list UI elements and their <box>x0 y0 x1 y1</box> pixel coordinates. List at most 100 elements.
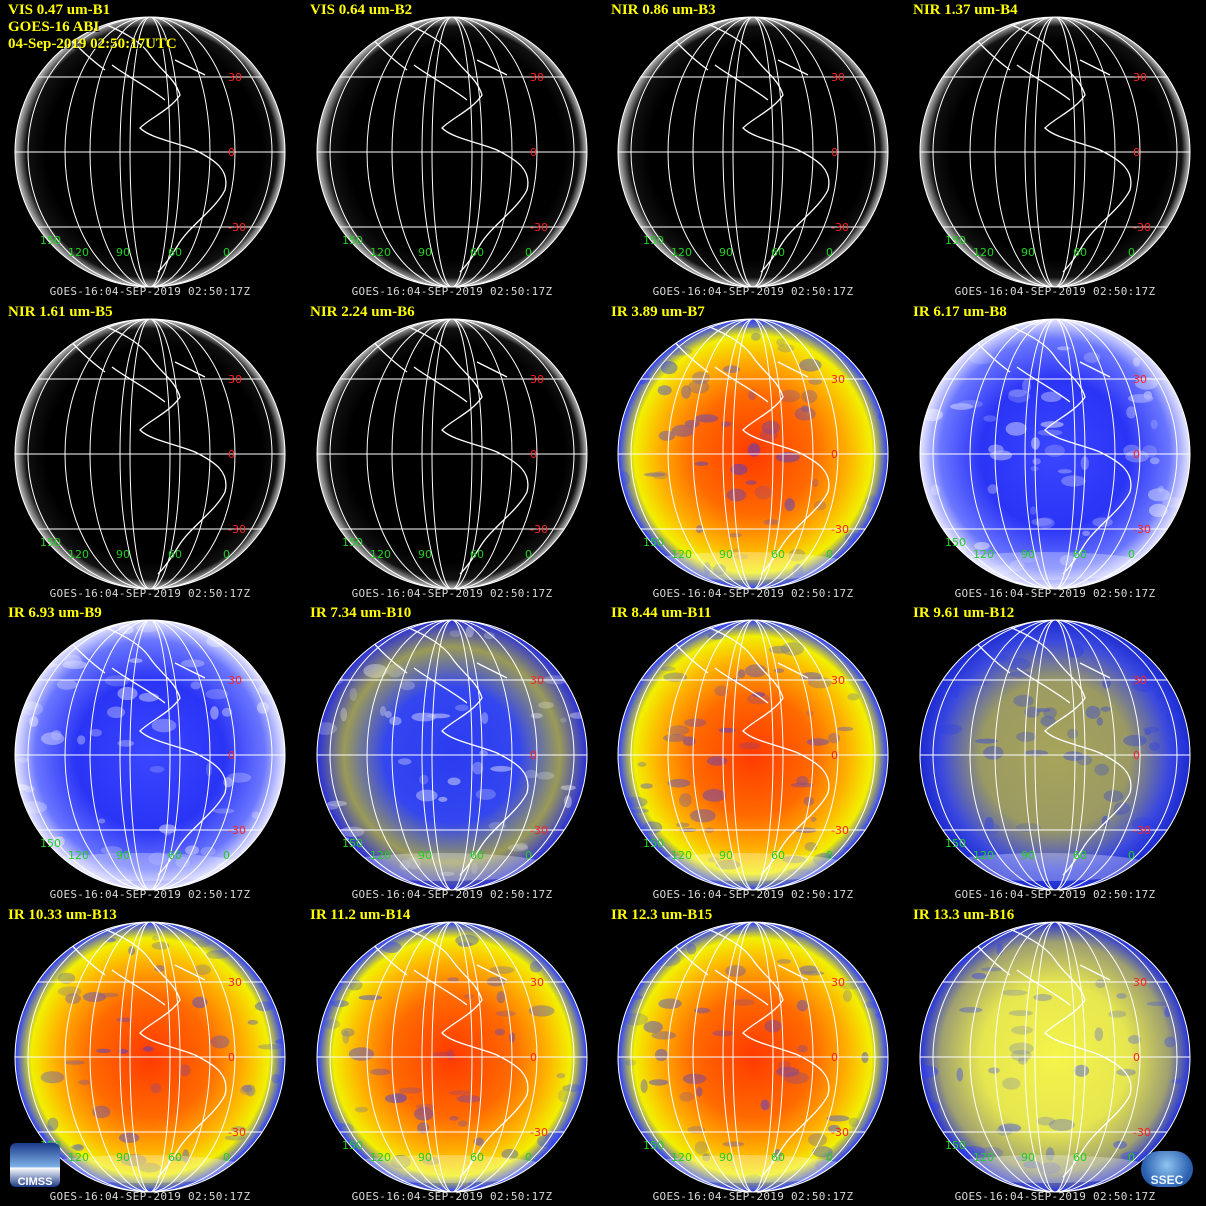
cloud-texture <box>684 419 700 428</box>
longitude-label: 60 <box>771 246 785 259</box>
longitude-label: 120 <box>68 1151 89 1164</box>
cloud-texture <box>78 1079 91 1085</box>
cloud-texture <box>631 808 649 813</box>
latitude-label: -30 <box>530 221 548 234</box>
cloud-texture <box>679 793 692 808</box>
cloud-texture <box>262 866 278 873</box>
cloud-texture <box>975 738 998 744</box>
cloud-texture <box>1010 1050 1032 1062</box>
cloud-texture <box>1149 503 1168 517</box>
longitude-line <box>630 17 876 287</box>
cloud-texture <box>796 776 809 786</box>
cloud-band <box>935 853 1155 881</box>
band-title: VIS 0.47 um-B1 <box>8 2 111 18</box>
latitude-label: 30 <box>228 976 242 989</box>
cloud-texture <box>702 1153 711 1162</box>
longitude-line <box>667 319 839 589</box>
panel-footer-timestamp: GOES-16:04-SEP-2019 02:50:17Z <box>351 285 553 298</box>
band-panel: 30 0 -30 150 120 90 60 0 VIS 0.64 um-B2 GOES-16:0… <box>302 0 602 300</box>
cloud-texture <box>515 842 528 850</box>
band-panel: 30 0 -30 150 120 90 60 0 IR 6.93 um-B9 GOES-16:04… <box>0 603 300 903</box>
cloud-texture <box>538 701 554 709</box>
cloud-texture <box>1094 1027 1104 1042</box>
latitude-label: -30 <box>1133 221 1151 234</box>
cloud-texture <box>317 1094 323 1106</box>
cloud-texture <box>1133 357 1140 367</box>
longitude-line <box>932 922 1178 1192</box>
earth-disk-image: 30 0 -30 150 120 90 60 0 <box>617 921 889 1193</box>
cloud-texture <box>472 761 484 775</box>
longitude-label: 60 <box>771 849 785 862</box>
latitude-label: -30 <box>228 1126 246 1139</box>
latitude-label: 30 <box>228 373 242 386</box>
earth-disk-image: 30 0 -30 150 120 90 60 0 <box>617 16 889 288</box>
longitude-label: 0 <box>1128 849 1135 862</box>
cloud-texture <box>560 717 567 723</box>
longitude-label: 90 <box>418 1151 432 1164</box>
longitude-label: 60 <box>168 548 182 561</box>
coastline <box>59 19 227 273</box>
cloud-texture <box>744 1174 764 1188</box>
coastline <box>59 321 227 575</box>
cloud-texture <box>432 1051 452 1058</box>
cloud-texture <box>786 868 812 875</box>
longitude-label: 150 <box>40 536 61 549</box>
cloud-texture <box>33 860 46 871</box>
longitude-line <box>969 922 1141 1192</box>
cloud-band <box>935 552 1155 580</box>
latitude-label: 0 <box>228 448 235 461</box>
cloud-texture <box>73 1144 84 1152</box>
cloud-texture <box>244 626 269 636</box>
latitude-label: 0 <box>530 1051 537 1064</box>
cloud-texture <box>1061 475 1086 487</box>
cloud-texture <box>1092 517 1113 527</box>
longitude-label: 120 <box>671 849 692 862</box>
cloud-texture <box>369 1068 391 1076</box>
cloud-texture <box>1165 711 1181 721</box>
longitude-label: 60 <box>470 246 484 259</box>
cloud-texture <box>411 712 437 722</box>
disk-outline <box>14 16 286 288</box>
cloud-texture <box>1067 728 1079 739</box>
longitude-line <box>692 922 814 1192</box>
cloud-texture <box>702 789 726 802</box>
cloud-texture <box>763 519 779 526</box>
cloud-texture <box>210 1035 230 1049</box>
cloud-texture <box>1184 528 1190 539</box>
cloud-texture <box>440 871 455 876</box>
disk-outline <box>14 619 286 891</box>
cloud-texture <box>416 789 438 802</box>
cloud-band <box>30 853 250 881</box>
cloud-texture <box>536 1134 556 1148</box>
cloud-texture <box>643 1021 663 1033</box>
cloud-texture <box>1045 1147 1055 1161</box>
longitude-label: 120 <box>671 1151 692 1164</box>
longitude-label: 150 <box>945 837 966 850</box>
cloud-texture <box>483 632 495 640</box>
cloud-texture <box>714 685 729 696</box>
longitude-line <box>630 319 876 589</box>
cloud-texture <box>725 965 746 977</box>
coastline <box>361 924 529 1178</box>
disk-outline <box>316 619 588 891</box>
longitude-label: 0 <box>525 1151 532 1164</box>
cloud-texture <box>481 712 489 724</box>
longitude-line <box>27 620 273 890</box>
cloud-texture <box>465 625 474 638</box>
cloud-texture <box>230 1126 247 1133</box>
cloud-texture <box>794 407 816 421</box>
longitude-line <box>732 922 774 1192</box>
longitude-label: 60 <box>470 1151 484 1164</box>
cloud-texture <box>422 1156 440 1166</box>
cloud-texture <box>213 808 235 814</box>
panel-footer-timestamp: GOES-16:04-SEP-2019 02:50:17Z <box>351 587 553 600</box>
cloud-texture <box>278 833 285 845</box>
cloud-texture <box>974 542 990 550</box>
cloud-texture <box>268 620 285 626</box>
cloud-texture <box>1149 880 1158 887</box>
cloud-texture <box>275 1039 285 1045</box>
cloud-texture <box>190 681 201 690</box>
cloud-texture <box>274 977 285 986</box>
cloud-texture <box>686 943 697 955</box>
longitude-line <box>119 319 181 589</box>
